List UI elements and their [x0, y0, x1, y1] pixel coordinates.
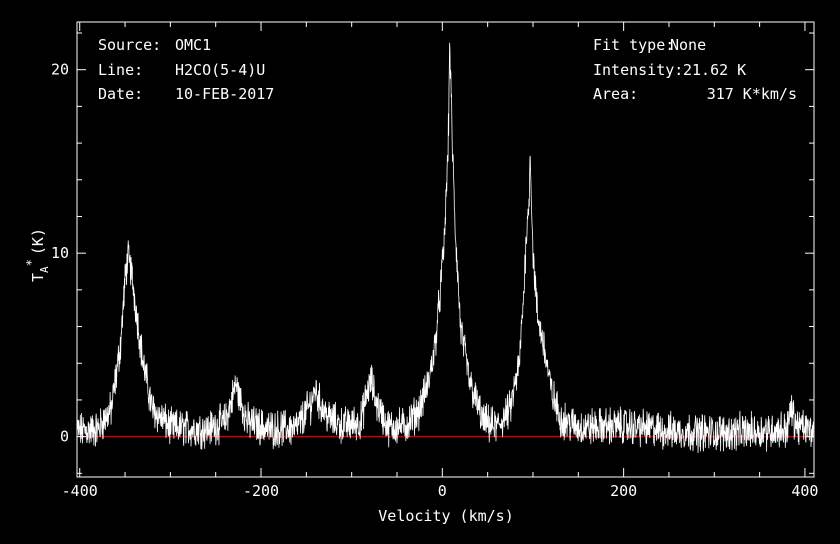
y-axis-title-main: T: [29, 273, 47, 282]
source-label: Source:: [98, 36, 161, 54]
y-axis-title-unit: (K): [29, 228, 47, 255]
plot-frame: [76, 21, 815, 478]
spectrum-line: [77, 42, 814, 454]
y-axis-title-sub: A: [38, 266, 51, 273]
x-tick-label: 0: [438, 482, 447, 500]
line-value: H2CO(5-4)U: [175, 61, 265, 79]
x-axis-title: Velocity (km/s): [378, 507, 513, 525]
date-value: 10-FEB-2017: [175, 85, 274, 103]
x-tick-label: -400: [62, 482, 98, 500]
axis-ticks: -400 -200 0 200 400 0 10 20: [51, 22, 818, 500]
y-axis-title: TA* (K): [24, 228, 51, 282]
line-label: Line:: [98, 61, 143, 79]
x-tick-label: 400: [791, 482, 818, 500]
intensity-label: Intensity:: [593, 61, 683, 79]
area-label: Area:: [593, 85, 638, 103]
x-tick-label: -200: [243, 482, 279, 500]
y-axis-title-sup: *: [24, 259, 38, 266]
area-value: 317 K*km/s: [707, 85, 797, 103]
y-tick-label: 10: [51, 244, 69, 262]
plot-area: [77, 42, 814, 454]
date-label: Date:: [98, 85, 143, 103]
y-tick-label: 0: [60, 428, 69, 446]
source-value: OMC1: [175, 36, 211, 54]
y-tick-label: 20: [51, 61, 69, 79]
fit-type-value: None: [670, 36, 706, 54]
intensity-value: 21.62 K: [683, 61, 746, 79]
x-tick-label: 200: [610, 482, 637, 500]
svg-text:TA*(K): TA* (K): [24, 228, 51, 282]
fit-type-label: Fit type:: [593, 36, 674, 54]
